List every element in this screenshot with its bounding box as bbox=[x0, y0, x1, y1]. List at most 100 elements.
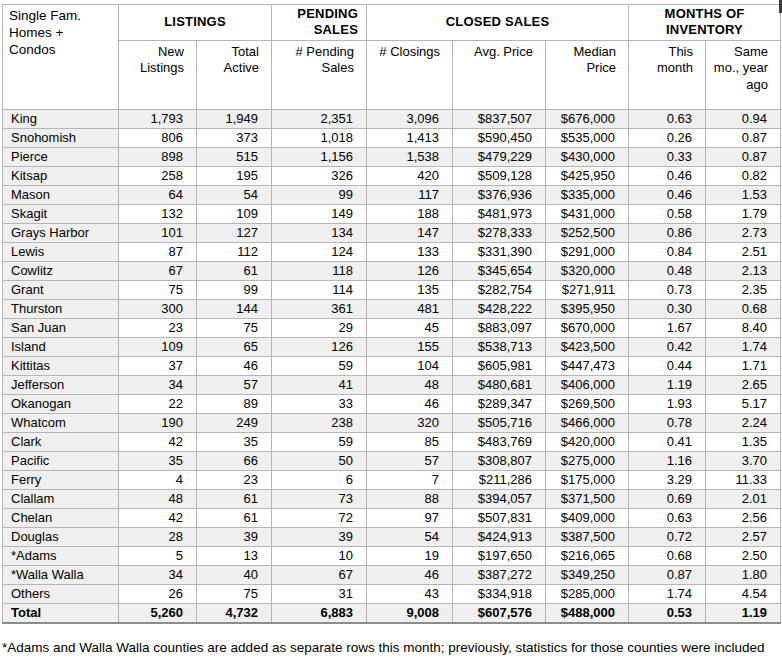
table-row: Kitsap258195326420$509,128$425,9500.460.… bbox=[3, 166, 781, 185]
value-cell: 6,883 bbox=[272, 603, 367, 623]
county-cell: King bbox=[3, 109, 119, 128]
footnote: *Adams and Walla Walla counties are adde… bbox=[2, 639, 778, 658]
value-cell: 10 bbox=[272, 546, 367, 565]
table-header: Single Fam. Homes + CondosLISTINGSPENDIN… bbox=[3, 5, 781, 110]
table-row: Douglas28393954$424,913$387,5000.722.57 bbox=[3, 527, 781, 546]
value-cell: 65 bbox=[197, 337, 272, 356]
value-cell: 114 bbox=[272, 280, 367, 299]
value-cell: 112 bbox=[197, 242, 272, 261]
value-cell: 61 bbox=[197, 261, 272, 280]
value-cell: 101 bbox=[119, 223, 197, 242]
table-row: Okanogan22893346$289,347$269,5001.935.17 bbox=[3, 394, 781, 413]
value-cell: $275,000 bbox=[546, 451, 629, 470]
value-cell: 0.87 bbox=[706, 128, 781, 147]
value-cell: $507,831 bbox=[453, 508, 546, 527]
value-cell: 2.57 bbox=[706, 527, 781, 546]
value-cell: $289,347 bbox=[453, 394, 546, 413]
value-cell: 72 bbox=[272, 508, 367, 527]
value-cell: 5.17 bbox=[706, 394, 781, 413]
value-cell: 0.82 bbox=[706, 166, 781, 185]
value-cell: 1.80 bbox=[706, 565, 781, 584]
value-cell: 155 bbox=[367, 337, 453, 356]
value-cell: $331,390 bbox=[453, 242, 546, 261]
value-cell: 75 bbox=[119, 280, 197, 299]
header-columns-row: New ListingsTotal Active# Pending Sales#… bbox=[3, 40, 781, 109]
value-cell: 0.72 bbox=[629, 527, 706, 546]
value-cell: $278,333 bbox=[453, 223, 546, 242]
value-cell: 26 bbox=[119, 584, 197, 603]
table-row: Whatcom190249238320$505,716$466,0000.782… bbox=[3, 413, 781, 432]
value-cell: $590,450 bbox=[453, 128, 546, 147]
value-cell: 75 bbox=[197, 318, 272, 337]
value-cell: 0.73 bbox=[629, 280, 706, 299]
value-cell: 50 bbox=[272, 451, 367, 470]
value-cell: 67 bbox=[119, 261, 197, 280]
value-cell: $269,500 bbox=[546, 394, 629, 413]
county-cell: Okanogan bbox=[3, 394, 119, 413]
county-cell: Ferry bbox=[3, 470, 119, 489]
value-cell: 1,018 bbox=[272, 128, 367, 147]
value-cell: 300 bbox=[119, 299, 197, 318]
column-header: Same mo., year ago bbox=[706, 40, 781, 109]
value-cell: 54 bbox=[197, 185, 272, 204]
value-cell: 4,732 bbox=[197, 603, 272, 623]
value-cell: 43 bbox=[367, 584, 453, 603]
value-cell: 40 bbox=[197, 565, 272, 584]
value-cell: 97 bbox=[367, 508, 453, 527]
group-header-listings: LISTINGS bbox=[119, 5, 272, 41]
value-cell: $505,716 bbox=[453, 413, 546, 432]
value-cell: 326 bbox=[272, 166, 367, 185]
column-header: This month bbox=[629, 40, 706, 109]
value-cell: $607,576 bbox=[453, 603, 546, 623]
value-cell: $488,000 bbox=[546, 603, 629, 623]
value-cell: 0.58 bbox=[629, 204, 706, 223]
county-cell: Mason bbox=[3, 185, 119, 204]
value-cell: 88 bbox=[367, 489, 453, 508]
value-cell: $376,936 bbox=[453, 185, 546, 204]
table-row: Pacific35665057$308,807$275,0001.163.70 bbox=[3, 451, 781, 470]
value-cell: 0.78 bbox=[629, 413, 706, 432]
value-cell: 0.87 bbox=[629, 565, 706, 584]
value-cell: 109 bbox=[197, 204, 272, 223]
county-statistics-table: Single Fam. Homes + CondosLISTINGSPENDIN… bbox=[2, 4, 781, 624]
county-cell: Grant bbox=[3, 280, 119, 299]
column-header: # Closings bbox=[367, 40, 453, 109]
table-row: Jefferson34574148$480,681$406,0001.192.6… bbox=[3, 375, 781, 394]
value-cell: $387,272 bbox=[453, 565, 546, 584]
value-cell: 99 bbox=[197, 280, 272, 299]
county-cell: Lewis bbox=[3, 242, 119, 261]
county-cell: Total bbox=[3, 603, 119, 623]
value-cell: 126 bbox=[367, 261, 453, 280]
value-cell: $481,973 bbox=[453, 204, 546, 223]
table-row: Cowlitz6761118126$345,654$320,0000.482.1… bbox=[3, 261, 781, 280]
value-cell: 66 bbox=[197, 451, 272, 470]
value-cell: 0.46 bbox=[629, 166, 706, 185]
table-row: Ferry42367$211,286$175,0003.2911.33 bbox=[3, 470, 781, 489]
value-cell: 54 bbox=[367, 527, 453, 546]
value-cell: $447,473 bbox=[546, 356, 629, 375]
county-cell: Others bbox=[3, 584, 119, 603]
table-row: Lewis87112124133$331,390$291,0000.842.51 bbox=[3, 242, 781, 261]
value-cell: 37 bbox=[119, 356, 197, 375]
value-cell: 1.74 bbox=[629, 584, 706, 603]
county-cell: Pierce bbox=[3, 147, 119, 166]
value-cell: 0.33 bbox=[629, 147, 706, 166]
value-cell: 124 bbox=[272, 242, 367, 261]
value-cell: $371,500 bbox=[546, 489, 629, 508]
value-cell: 3,096 bbox=[367, 109, 453, 128]
value-cell: $394,057 bbox=[453, 489, 546, 508]
value-cell: 34 bbox=[119, 565, 197, 584]
value-cell: 0.41 bbox=[629, 432, 706, 451]
value-cell: 1.19 bbox=[629, 375, 706, 394]
value-cell: 806 bbox=[119, 128, 197, 147]
value-cell: 104 bbox=[367, 356, 453, 375]
value-cell: 1,413 bbox=[367, 128, 453, 147]
table-body: King1,7931,9492,3513,096$837,507$676,000… bbox=[3, 109, 781, 623]
value-cell: 59 bbox=[272, 356, 367, 375]
value-cell: 57 bbox=[367, 451, 453, 470]
county-cell: Cowlitz bbox=[3, 261, 119, 280]
value-cell: $409,000 bbox=[546, 508, 629, 527]
value-cell: 118 bbox=[272, 261, 367, 280]
value-cell: 1,538 bbox=[367, 147, 453, 166]
value-cell: 67 bbox=[272, 565, 367, 584]
